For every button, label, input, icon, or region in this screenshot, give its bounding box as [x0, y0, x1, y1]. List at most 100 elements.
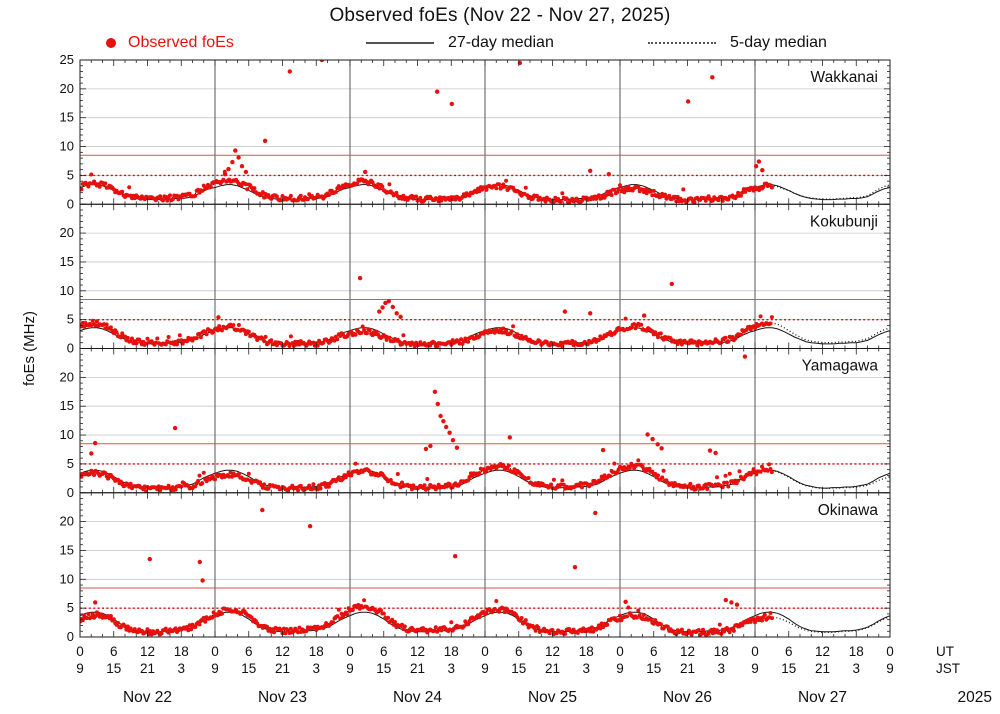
spike-point	[588, 311, 593, 316]
observed-points	[80, 275, 774, 349]
y-tick-label: 5	[67, 600, 74, 615]
ut-tick-label: 18	[174, 644, 189, 659]
observed-points	[80, 507, 774, 637]
jst-tick-label: 9	[211, 661, 219, 676]
y-tick-label: 10	[60, 571, 74, 586]
panel-okinawa	[80, 492, 890, 637]
jst-tick-label: 3	[852, 661, 860, 676]
y-tick-label: 0	[67, 629, 74, 644]
y-tick-label: 20	[60, 81, 74, 96]
ut-tick-label: 6	[380, 644, 388, 659]
spike-point	[226, 166, 231, 172]
spike-point	[650, 436, 655, 442]
spike-point	[398, 314, 403, 319]
spike-point	[642, 313, 647, 318]
station-label: Kokubunji	[810, 213, 878, 230]
day-label: Nov 26	[663, 689, 712, 706]
legend-median5-label: 5-day median	[730, 34, 827, 51]
legend-median27-label: 27-day median	[448, 34, 554, 51]
jst-tick-label: 15	[781, 661, 796, 676]
jst-tick-label: 9	[76, 661, 84, 676]
spike-point	[200, 578, 205, 583]
spike-point	[216, 315, 221, 320]
spike-point	[441, 419, 446, 424]
spike-point	[447, 430, 452, 435]
ut-tick-label: 12	[815, 644, 830, 659]
day-label: Nov 22	[123, 689, 172, 706]
median5-line-icon	[648, 42, 716, 44]
spike-point	[449, 101, 454, 107]
jst-tick-label: 9	[616, 661, 624, 676]
jst-tick-label: 9	[481, 661, 489, 676]
spike-point	[222, 172, 228, 177]
jst-tick-label: 3	[177, 661, 185, 676]
jst-tick-label: 21	[410, 661, 425, 676]
y-tick-label: 0	[67, 485, 74, 500]
spike-point	[423, 446, 429, 452]
jst-tick-label: 15	[241, 661, 256, 676]
ut-tick-label: 12	[545, 644, 560, 659]
year-label: 2025	[958, 689, 992, 706]
ut-tick-label: 6	[785, 644, 793, 659]
spike-point	[659, 446, 664, 451]
spike-point	[729, 600, 734, 605]
y-tick-label: 25	[60, 52, 74, 67]
spike-point	[454, 445, 460, 450]
spike-point	[572, 565, 578, 570]
spike-point	[262, 138, 268, 143]
spike-point	[756, 159, 762, 164]
spike-point	[93, 440, 98, 446]
y-tick-label: 15	[60, 110, 74, 125]
jst-tick-label: 21	[815, 661, 830, 676]
ut-tick-label: 18	[714, 644, 729, 659]
jst-tick-label: 21	[275, 661, 290, 676]
spike-point	[742, 354, 748, 359]
station-label: Okinawa	[818, 502, 879, 519]
y-tick-label: 10	[60, 139, 74, 154]
spike-point	[753, 164, 759, 169]
spike-point	[260, 507, 265, 513]
panel-kokubunji	[80, 204, 890, 349]
jst-tick-label: 15	[646, 661, 661, 676]
ut-tick-label: 12	[410, 644, 425, 659]
spike-point	[319, 60, 325, 63]
y-tick-label: 0	[67, 341, 74, 356]
spike-point	[307, 524, 313, 529]
y-tick-label: 5	[67, 312, 74, 327]
spike-point	[93, 600, 98, 605]
spike-point	[287, 69, 292, 74]
spike-point	[357, 275, 363, 281]
jst-tick-label: 3	[312, 661, 320, 676]
ut-tick-label: 0	[616, 644, 624, 659]
spike-point	[89, 451, 94, 456]
spike-point	[710, 75, 715, 80]
panel-yamagawa	[80, 348, 890, 493]
ut-tick-label: 12	[680, 644, 695, 659]
spike-point	[623, 599, 628, 604]
y-tick-label: 5	[67, 167, 74, 182]
spike-point	[606, 172, 611, 177]
ut-tick-label: 6	[110, 644, 118, 659]
spike-point	[444, 424, 449, 430]
ut-tick-label: 0	[211, 644, 219, 659]
day-label: Nov 24	[393, 689, 442, 706]
spike-point	[600, 447, 606, 453]
jst-tick-label: 9	[346, 661, 354, 676]
jst-tick-label: 15	[511, 661, 526, 676]
jst-tick-label: 9	[886, 661, 894, 676]
day-label: Nov 23	[258, 689, 307, 706]
jst-tick-label: 21	[545, 661, 560, 676]
spike-point	[230, 159, 235, 165]
y-tick-label: 10	[60, 427, 74, 442]
chart-title: Observed foEs (Nov 22 - Nov 27, 2025)	[329, 5, 671, 26]
ut-tick-label: 12	[140, 644, 155, 659]
ut-tick-label: 18	[579, 644, 594, 659]
jst-tick-label: 3	[717, 661, 725, 676]
spike-point	[239, 164, 245, 169]
ut-tick-label: 6	[245, 644, 253, 659]
spike-point	[236, 155, 241, 160]
spike-point	[428, 443, 433, 449]
spike-point	[562, 309, 568, 314]
ut-tick-label: 18	[849, 644, 864, 659]
